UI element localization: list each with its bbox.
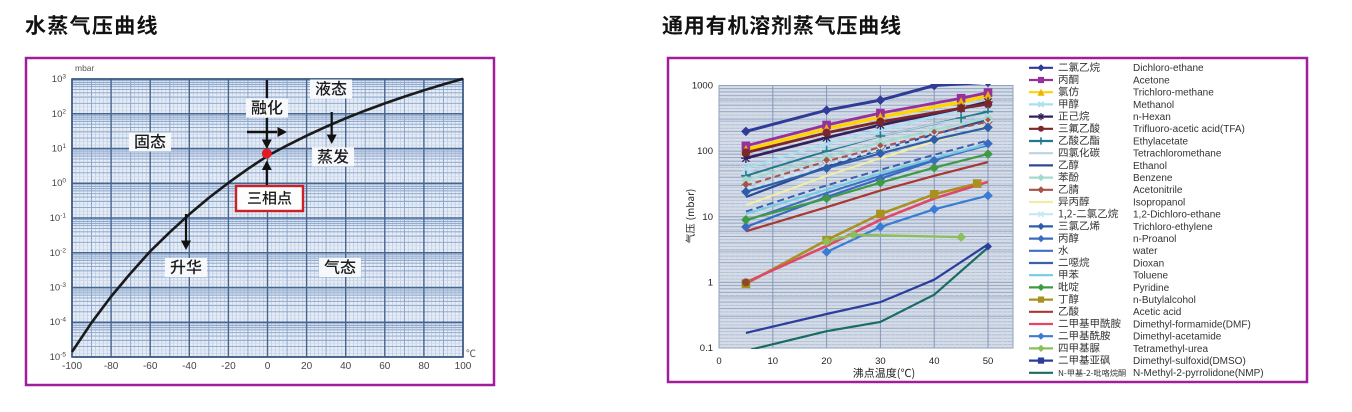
svg-text:101: 101	[52, 143, 67, 155]
svg-text:N-Methyl-2-pyrrolidone(NMP): N-Methyl-2-pyrrolidone(NMP)	[1133, 368, 1264, 379]
svg-text:Tetramethyl-urea: Tetramethyl-urea	[1133, 344, 1208, 355]
svg-text:Dimethyl-sulfoxid(DMSO): Dimethyl-sulfoxid(DMSO)	[1133, 356, 1246, 367]
svg-text:water: water	[1132, 246, 1158, 257]
svg-text:20: 20	[821, 356, 832, 367]
svg-text:n-Proanol: n-Proanol	[1133, 234, 1176, 245]
svg-text:-20: -20	[221, 361, 236, 372]
svg-text:Dichloro-ethane: Dichloro-ethane	[1133, 63, 1204, 74]
svg-text:30: 30	[875, 356, 886, 367]
svg-text:100: 100	[455, 361, 472, 372]
svg-text:0: 0	[265, 361, 271, 372]
svg-text:Tetrachloromethane: Tetrachloromethane	[1133, 149, 1222, 160]
svg-text:Trifluoro-acetic acid(TFA): Trifluoro-acetic acid(TFA)	[1133, 124, 1245, 135]
svg-text:1000: 1000	[692, 81, 713, 92]
svg-text:-40: -40	[182, 361, 197, 372]
svg-text:Dimethyl-acetamide: Dimethyl-acetamide	[1133, 332, 1222, 343]
svg-text:Trichloro-methane: Trichloro-methane	[1133, 88, 1214, 99]
svg-text:20: 20	[301, 361, 313, 372]
svg-text:-60: -60	[143, 361, 158, 372]
svg-text:Acetone: Acetone	[1133, 75, 1170, 86]
svg-text:10-5: 10-5	[50, 352, 67, 364]
svg-text:80: 80	[418, 361, 430, 372]
svg-text:Trichloro-ethylene: Trichloro-ethylene	[1133, 222, 1213, 233]
svg-text:40: 40	[929, 356, 940, 367]
svg-text:Dimethyl-formamide(DMF): Dimethyl-formamide(DMF)	[1133, 319, 1251, 330]
svg-text:Toluene: Toluene	[1133, 271, 1168, 282]
svg-text:103: 103	[52, 74, 67, 86]
svg-text:0.1: 0.1	[700, 343, 713, 354]
svg-text:100: 100	[52, 178, 67, 190]
svg-text:50: 50	[983, 356, 994, 367]
svg-text:Acetic acid: Acetic acid	[1133, 307, 1181, 318]
svg-text:n-Butylalcohol: n-Butylalcohol	[1133, 295, 1196, 306]
svg-text:10-3: 10-3	[50, 282, 67, 294]
svg-text:Acetonitrile: Acetonitrile	[1133, 185, 1183, 196]
svg-text:0: 0	[716, 356, 721, 367]
svg-text:-80: -80	[104, 361, 119, 372]
svg-text:10-4: 10-4	[50, 317, 67, 329]
svg-text:1,2-Dichloro-ethane: 1,2-Dichloro-ethane	[1133, 210, 1221, 221]
svg-text:Ethanol: Ethanol	[1133, 161, 1167, 172]
svg-text:60: 60	[379, 361, 391, 372]
svg-text:Dioxan: Dioxan	[1133, 258, 1164, 269]
svg-text:102: 102	[52, 108, 67, 120]
svg-text:40: 40	[340, 361, 352, 372]
svg-text:-100: -100	[62, 361, 82, 372]
svg-text:Isopropanol: Isopropanol	[1133, 197, 1185, 208]
svg-text:100: 100	[697, 146, 713, 157]
svg-text:Ethylacetate: Ethylacetate	[1133, 136, 1188, 147]
svg-text:Pyridine: Pyridine	[1133, 283, 1170, 294]
svg-text:mbar: mbar	[75, 63, 95, 73]
svg-text:Benzene: Benzene	[1133, 173, 1173, 184]
svg-text:10: 10	[702, 212, 713, 223]
svg-text:1: 1	[708, 277, 713, 288]
svg-text:10: 10	[768, 356, 779, 367]
svg-text:n-Hexan: n-Hexan	[1133, 112, 1171, 123]
svg-text:10-2: 10-2	[50, 247, 67, 258]
svg-text:10-1: 10-1	[50, 213, 67, 225]
svg-text:Methanol: Methanol	[1133, 100, 1174, 111]
